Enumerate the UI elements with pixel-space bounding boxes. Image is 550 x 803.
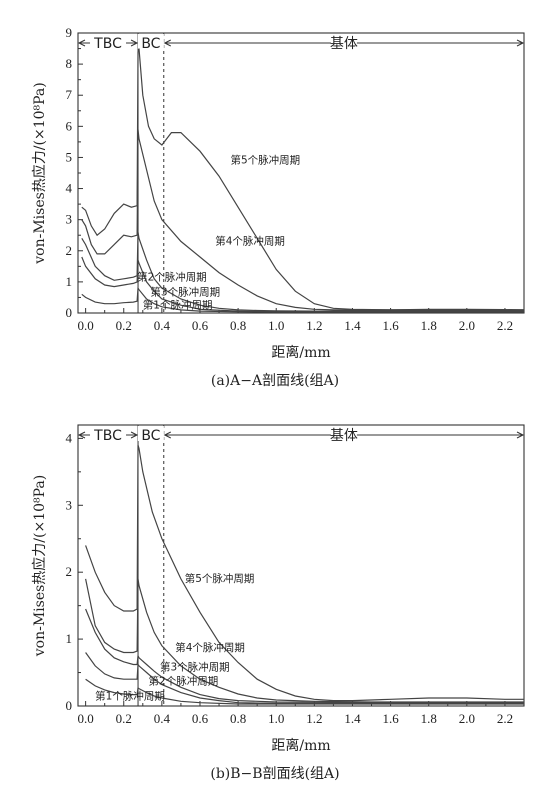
x-tick-label: 1.6 xyxy=(382,711,399,726)
chart-panel-b: 0.0 0.2 0.4 0.6 0.8 1.0 1.2 1.4 1.6 1.8 2.0 2.2 0 1 2 3… xyxy=(0,400,550,803)
y-tick-label: 2 xyxy=(66,243,73,258)
region-label-bg xyxy=(90,34,127,49)
series-line-2 xyxy=(81,129,524,311)
series-annotation: 第3个脉冲周期 xyxy=(150,285,220,298)
region-label: TBC xyxy=(93,36,122,52)
x-axis-label: 距离/mm xyxy=(271,344,330,361)
y-tick-label: 3 xyxy=(66,497,73,512)
x-tick-label: 1.0 xyxy=(268,318,284,333)
x-tick-label: 0.6 xyxy=(192,318,209,333)
region-label: BC xyxy=(141,36,160,52)
series-annotation: 第2个脉冲周期 xyxy=(137,270,207,283)
series-line-1 xyxy=(85,444,524,702)
x-tick-label: 2.2 xyxy=(497,318,513,333)
region-arrowhead-right xyxy=(130,39,139,47)
chart-panel-a: 0.0 0.2 0.4 0.6 0.8 1.0 1.2 1.4 1.6 1.8 2.0 2.2 0 1 2 3… xyxy=(0,0,550,400)
chart-caption: (b)B−B剖面线(组A) xyxy=(210,766,339,782)
region-arrowhead-left xyxy=(77,39,86,47)
y-tick-label: 0 xyxy=(66,305,73,320)
series-line-5 xyxy=(85,678,524,705)
series-line-5 xyxy=(81,286,524,313)
series-annotation: 第4个脉冲周期 xyxy=(215,235,285,248)
x-tick-label: 1.0 xyxy=(268,711,284,726)
y-tick-label: 3 xyxy=(66,212,73,227)
y-tick-label: 2 xyxy=(66,564,73,579)
series-line-4 xyxy=(85,652,524,704)
series-annotation: 第1个脉冲周期 xyxy=(95,689,165,702)
region-arrowhead-left xyxy=(163,431,171,439)
y-tick-label: 4 xyxy=(66,430,73,445)
x-tick-label: 1.8 xyxy=(421,318,437,333)
x-tick-label: 0.8 xyxy=(230,711,246,726)
series-annotation: 第1个脉冲周期 xyxy=(143,298,213,311)
series-annotation: 第4个脉冲周期 xyxy=(175,641,245,654)
series-annotation: 第3个脉冲周期 xyxy=(160,661,230,674)
y-tick-label: 8 xyxy=(66,56,73,71)
y-tick-label: 1 xyxy=(66,631,73,646)
region-label-bg xyxy=(330,34,357,49)
x-tick-label: 0.2 xyxy=(116,711,132,726)
series-annotation: 第2个脉冲周期 xyxy=(149,675,219,688)
region-arrowhead-left xyxy=(77,431,86,439)
region-label: 基体 xyxy=(330,427,358,444)
x-tick-label: 0.2 xyxy=(116,318,132,333)
x-axis-label: 距离/mm xyxy=(271,737,330,754)
region-label: TBC xyxy=(93,428,122,444)
region-label-bg xyxy=(137,426,164,441)
x-tick-label: 0.4 xyxy=(154,711,171,726)
y-tick-label: 0 xyxy=(66,698,73,713)
region-arrowhead-right xyxy=(516,431,525,439)
x-tick-label: 0.0 xyxy=(77,711,93,726)
y-tick-label: 9 xyxy=(66,25,73,40)
x-tick-label: 2.2 xyxy=(497,711,513,726)
y-tick-label: 7 xyxy=(66,87,73,102)
y-axis-label: von-Mises热应力/(×10⁸Pa) xyxy=(31,475,48,658)
y-axis-label: von-Mises热应力/(×10⁸Pa) xyxy=(31,82,48,265)
x-tick-label: 2.0 xyxy=(459,318,475,333)
x-tick-label: 0.0 xyxy=(77,318,93,333)
chart-b-svg: 0.0 0.2 0.4 0.6 0.8 1.0 1.2 1.4 1.6 1.8 2.0 2.2 0 1 2 3… xyxy=(31,424,525,782)
series-line-3 xyxy=(85,608,524,704)
x-tick-label: 0.6 xyxy=(192,711,209,726)
series-line-4 xyxy=(81,256,524,312)
region-label-bg xyxy=(330,426,357,441)
region-label-bg xyxy=(137,34,164,49)
x-tick-label: 2.0 xyxy=(459,711,475,726)
chart-caption: (a)A−A剖面线(组A) xyxy=(211,373,339,389)
x-tick-label: 1.8 xyxy=(421,711,437,726)
x-tick-label: 1.4 xyxy=(344,711,361,726)
x-tick-label: 1.6 xyxy=(382,318,399,333)
region-arrowhead-right xyxy=(516,39,525,47)
region-label: BC xyxy=(141,428,160,444)
region-arrowhead-right xyxy=(130,431,139,439)
y-tick-label: 1 xyxy=(66,274,73,289)
x-tick-label: 1.4 xyxy=(344,318,361,333)
region-label-bg xyxy=(90,426,127,441)
x-tick-label: 0.4 xyxy=(154,318,171,333)
x-tick-label: 1.2 xyxy=(306,318,322,333)
y-tick-label: 4 xyxy=(66,181,73,196)
series-line-2 xyxy=(85,578,524,703)
x-tick-label: 0.8 xyxy=(230,318,246,333)
plot-frame xyxy=(77,424,525,707)
region-label: 基体 xyxy=(330,35,358,52)
y-tick-label: 6 xyxy=(66,118,73,133)
region-arrowhead-left xyxy=(163,39,171,47)
series-annotation: 第5个脉冲周期 xyxy=(230,154,300,167)
x-tick-label: 1.2 xyxy=(306,711,322,726)
chart-a-svg: 0.0 0.2 0.4 0.6 0.8 1.0 1.2 1.4 1.6 1.8 2.0 2.2 0 1 2 3… xyxy=(31,25,525,389)
y-tick-label: 5 xyxy=(66,149,73,164)
series-annotation: 第5个脉冲周期 xyxy=(185,572,255,585)
